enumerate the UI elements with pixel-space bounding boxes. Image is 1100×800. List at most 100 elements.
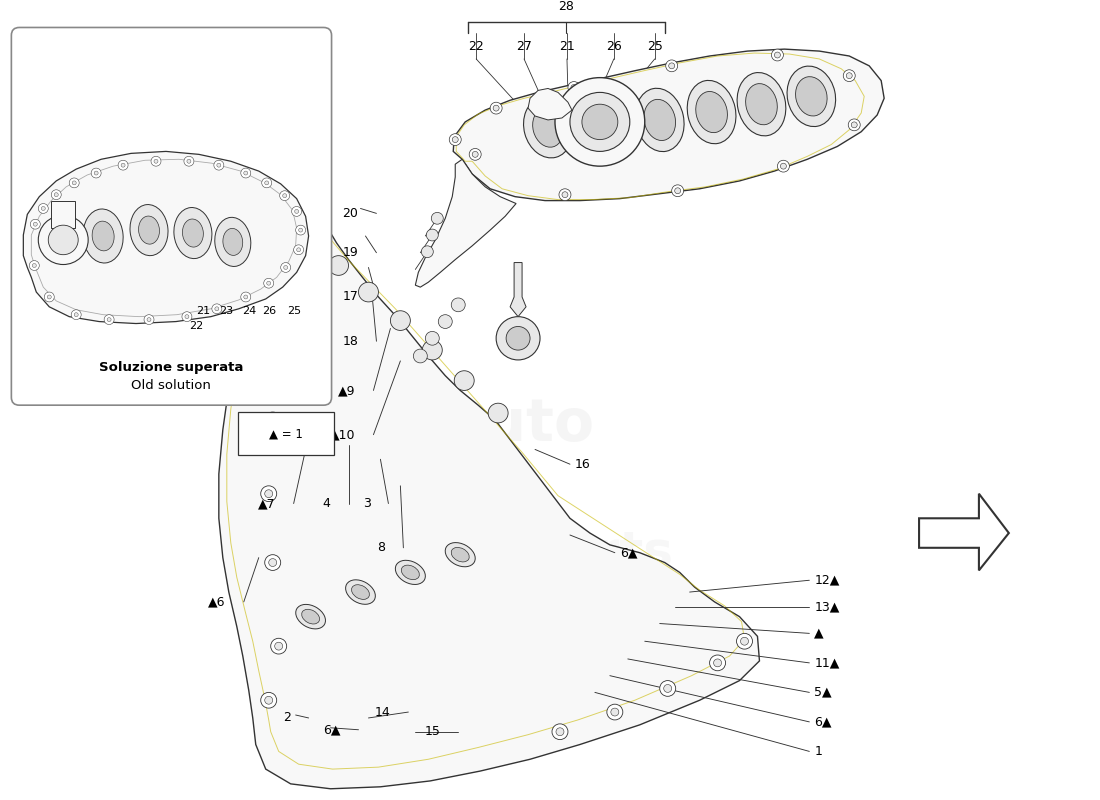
Text: 22: 22 — [469, 40, 484, 53]
Circle shape — [663, 685, 672, 692]
Ellipse shape — [402, 565, 419, 580]
Circle shape — [147, 318, 151, 322]
Ellipse shape — [795, 77, 827, 116]
Circle shape — [422, 340, 442, 360]
Text: 21: 21 — [559, 40, 575, 53]
Circle shape — [104, 314, 114, 325]
Circle shape — [39, 215, 88, 265]
Circle shape — [491, 102, 502, 114]
Circle shape — [426, 331, 439, 345]
Circle shape — [95, 171, 98, 175]
Circle shape — [390, 310, 410, 330]
Circle shape — [265, 181, 268, 185]
Circle shape — [244, 295, 248, 299]
Circle shape — [217, 163, 221, 167]
Circle shape — [275, 352, 283, 360]
Circle shape — [241, 292, 251, 302]
Text: 24: 24 — [242, 306, 256, 316]
Circle shape — [610, 708, 619, 716]
Text: 25: 25 — [647, 40, 662, 53]
Circle shape — [151, 156, 161, 166]
Ellipse shape — [636, 88, 684, 151]
Text: 18: 18 — [342, 334, 359, 348]
Ellipse shape — [223, 228, 243, 255]
Ellipse shape — [696, 91, 727, 133]
Text: 20: 20 — [342, 207, 359, 220]
Circle shape — [470, 149, 481, 160]
Circle shape — [48, 225, 78, 254]
Polygon shape — [23, 151, 309, 323]
Circle shape — [244, 171, 248, 175]
Text: 12▲: 12▲ — [814, 574, 839, 586]
Ellipse shape — [451, 547, 470, 562]
Circle shape — [69, 178, 79, 188]
Circle shape — [279, 190, 289, 201]
Text: Old solution: Old solution — [131, 379, 211, 392]
Circle shape — [737, 634, 752, 649]
Text: 25: 25 — [287, 306, 301, 316]
Ellipse shape — [84, 209, 123, 263]
Circle shape — [298, 228, 302, 232]
Circle shape — [214, 307, 219, 310]
Ellipse shape — [446, 542, 475, 566]
Circle shape — [568, 82, 580, 94]
Text: a p: a p — [411, 502, 488, 545]
Circle shape — [844, 70, 855, 82]
Ellipse shape — [737, 73, 785, 136]
Circle shape — [187, 159, 191, 163]
Circle shape — [359, 282, 378, 302]
Circle shape — [778, 160, 790, 172]
Ellipse shape — [532, 109, 563, 147]
Ellipse shape — [92, 221, 114, 251]
Circle shape — [268, 558, 277, 566]
Ellipse shape — [395, 560, 426, 585]
Circle shape — [185, 314, 189, 318]
Circle shape — [582, 104, 618, 140]
Circle shape — [472, 151, 478, 158]
Circle shape — [280, 262, 290, 272]
Circle shape — [44, 292, 54, 302]
Circle shape — [91, 168, 101, 178]
Ellipse shape — [214, 218, 251, 266]
Circle shape — [271, 638, 287, 654]
Circle shape — [714, 659, 722, 667]
Text: 27: 27 — [516, 40, 532, 53]
Circle shape — [740, 638, 748, 645]
Circle shape — [296, 225, 306, 235]
Ellipse shape — [183, 219, 204, 247]
Circle shape — [421, 246, 433, 258]
Circle shape — [488, 403, 508, 423]
Text: 6▲: 6▲ — [619, 546, 637, 559]
Text: parts: parts — [526, 529, 674, 577]
Circle shape — [118, 160, 128, 170]
Circle shape — [32, 263, 36, 267]
Circle shape — [72, 310, 81, 320]
Circle shape — [449, 134, 461, 146]
Circle shape — [771, 49, 783, 61]
Circle shape — [672, 185, 684, 197]
Text: 17: 17 — [342, 290, 359, 303]
Text: 16: 16 — [575, 458, 591, 470]
Circle shape — [607, 704, 623, 720]
Text: 14: 14 — [375, 706, 390, 718]
Circle shape — [506, 326, 530, 350]
Text: 23: 23 — [219, 306, 233, 316]
Circle shape — [265, 554, 280, 570]
Circle shape — [39, 203, 48, 214]
Circle shape — [74, 313, 78, 317]
Text: ▲10: ▲10 — [330, 428, 355, 441]
Text: Soluzione superata: Soluzione superata — [99, 362, 243, 374]
Ellipse shape — [788, 66, 836, 126]
Circle shape — [241, 168, 251, 178]
Circle shape — [848, 119, 860, 130]
Circle shape — [559, 189, 571, 201]
Circle shape — [571, 85, 576, 90]
Circle shape — [295, 210, 298, 214]
Circle shape — [660, 681, 675, 696]
Text: ▲ = 1: ▲ = 1 — [268, 427, 302, 440]
Circle shape — [674, 188, 681, 194]
Circle shape — [42, 206, 45, 210]
Circle shape — [774, 52, 780, 58]
Circle shape — [851, 122, 857, 128]
Circle shape — [493, 105, 499, 111]
